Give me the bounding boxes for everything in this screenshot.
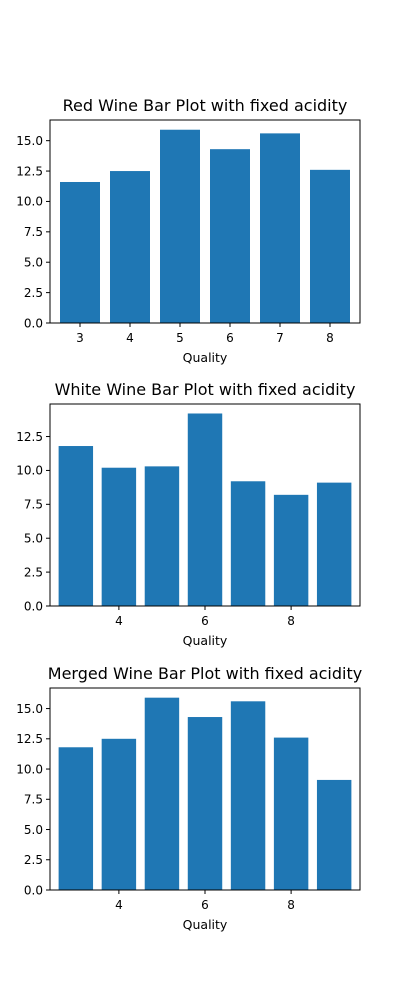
y-tick-label: 5.0: [24, 823, 43, 837]
x-tick-label: 5: [176, 331, 184, 345]
x-tick-label: 8: [287, 898, 295, 912]
plot-frame: [49, 119, 361, 324]
y-tick-label: 0.0: [24, 599, 43, 613]
y-tick-label: 7.5: [24, 498, 43, 512]
bar-quality-7: [260, 133, 300, 323]
chart-panel-2: White Wine Bar Plot with fixed acidity 4 6…: [16, 380, 361, 648]
x-tick-label: 8: [326, 331, 334, 345]
x-tick-label: 8: [287, 614, 295, 628]
bar-quality-5: [144, 466, 180, 606]
x-tick-label: 6: [226, 331, 234, 345]
y-tick-label: 12.5: [16, 164, 43, 178]
bar-quality-8: [273, 494, 309, 606]
bar-quality-7: [230, 701, 266, 890]
bar-quality-9: [316, 779, 352, 890]
bar-quality-6: [187, 413, 223, 606]
bar-quality-3: [58, 747, 94, 890]
x-tick-label: 4: [115, 898, 123, 912]
y-tick-label: 5.0: [24, 532, 43, 546]
y-tick-label: 7.5: [24, 793, 43, 807]
x-tick-label: 4: [115, 614, 123, 628]
bar-quality-4: [101, 738, 137, 890]
bar-quality-8: [310, 169, 350, 323]
chart-panel-3: Merged Wine Bar Plot with fixed acidity 4…: [16, 664, 362, 932]
chart-title: White Wine Bar Plot with fixed acidity: [55, 380, 356, 399]
bar-quality-4: [110, 171, 150, 323]
y-tick-label: 12.5: [16, 430, 43, 444]
x-axis-label: Quality: [183, 633, 228, 648]
y-tick-label: 7.5: [24, 225, 43, 239]
x-tick-label: 4: [126, 331, 134, 345]
bar-quality-6: [187, 717, 223, 890]
bar-quality-7: [230, 481, 266, 606]
bar-quality-6: [210, 149, 250, 323]
y-tick-label: 10.0: [16, 762, 43, 776]
y-tick-label: 2.5: [24, 286, 43, 300]
y-tick-label: 15.0: [16, 134, 43, 148]
y-tick-label: 0.0: [24, 316, 43, 330]
x-axis-label: Quality: [183, 917, 228, 932]
x-tick-label: 6: [201, 898, 209, 912]
bar-quality-3: [60, 181, 100, 323]
y-tick-label: 2.5: [24, 853, 43, 867]
chart-title: Red Wine Bar Plot with fixed acidity: [63, 96, 348, 115]
y-tick-label: 10.0: [16, 195, 43, 209]
chart-panel-1: Red Wine Bar Plot with fixed acidity 3 4 5 6…: [16, 96, 361, 365]
bar-quality-5: [144, 697, 180, 890]
bar-quality-4: [101, 467, 137, 606]
x-tick-label: 7: [276, 331, 284, 345]
bar-quality-3: [58, 446, 94, 606]
bar-quality-9: [316, 482, 352, 606]
x-tick-label: 6: [201, 614, 209, 628]
bar-quality-8: [273, 737, 309, 890]
x-axis-label: Quality: [183, 350, 228, 365]
y-tick-label: 10.0: [16, 464, 43, 478]
y-tick-label: 0.0: [24, 883, 43, 897]
chart-title: Merged Wine Bar Plot with fixed acidity: [48, 664, 362, 683]
y-tick-label: 2.5: [24, 565, 43, 579]
y-tick-label: 15.0: [16, 702, 43, 716]
bar-quality-5: [160, 129, 200, 323]
y-tick-label: 12.5: [16, 732, 43, 746]
y-tick-label: 5.0: [24, 256, 43, 270]
x-tick-label: 3: [76, 331, 84, 345]
